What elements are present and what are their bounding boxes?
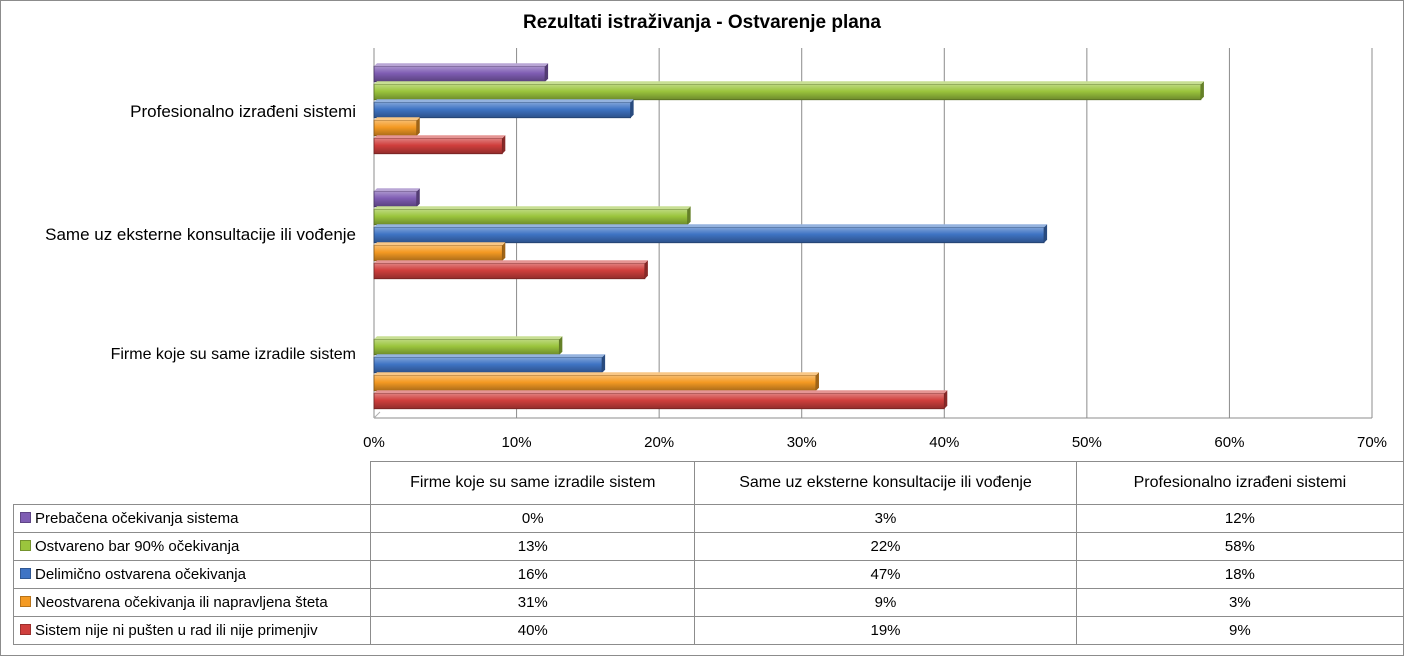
- table-cell: 3%: [1075, 588, 1404, 617]
- bar: [373, 83, 1202, 101]
- category-label-professional: Profesionalno izrađeni sistemi: [130, 102, 356, 121]
- bar: [373, 244, 503, 262]
- bar-end: [687, 206, 691, 225]
- data-table: Firme koje su same izradile sistem Same …: [12, 461, 1404, 645]
- x-tick-label: 20%: [644, 434, 674, 451]
- bar-top: [374, 354, 606, 358]
- bar-top: [374, 372, 819, 376]
- legend-key: [20, 624, 31, 635]
- x-tick-label: 10%: [502, 434, 532, 451]
- floor-edge: [373, 411, 381, 419]
- legend-cell: Neostvarena očekivanja ili napravljena š…: [12, 588, 372, 617]
- bar: [373, 356, 603, 374]
- bar-chart: 0% 10% 20% 30% 40% 50% 60% 70%: [363, 48, 1387, 451]
- bar-end: [545, 63, 549, 82]
- x-tick-label: 40%: [929, 434, 959, 451]
- table-cell: 19%: [694, 616, 1077, 645]
- bar-end: [944, 390, 948, 409]
- table-cell: 40%: [370, 616, 696, 645]
- bar: [373, 374, 817, 392]
- bar-top: [374, 260, 648, 264]
- table-cell: 58%: [1075, 532, 1404, 561]
- bar: [373, 262, 646, 280]
- bar-end: [502, 135, 506, 154]
- legend-label: Ostvareno bar 90% očekivanja: [35, 538, 240, 555]
- bar-top: [374, 242, 506, 246]
- bar-top: [374, 135, 506, 139]
- legend-key: [20, 568, 31, 579]
- legend-key: [20, 596, 31, 607]
- bar: [373, 101, 632, 119]
- bar: [373, 65, 546, 83]
- legend-key: [20, 512, 31, 523]
- table-cell: 18%: [1075, 560, 1404, 589]
- table-cell: 12%: [1075, 504, 1404, 533]
- bar: [373, 392, 945, 410]
- table-cell: 47%: [694, 560, 1077, 589]
- bar-top: [374, 81, 1204, 85]
- table-corner: [13, 461, 372, 505]
- bar-end: [502, 242, 506, 261]
- bar: [373, 137, 503, 155]
- bar-end: [815, 372, 819, 391]
- bar-end: [644, 260, 648, 279]
- bar: [373, 190, 418, 208]
- bar-end: [559, 336, 563, 355]
- x-tick-label: 70%: [1357, 434, 1387, 451]
- table-cell: 13%: [370, 532, 696, 561]
- category-label-self-built: Firme koje su same izradile sistem: [110, 346, 356, 363]
- legend-cell: Ostvareno bar 90% očekivanja: [12, 532, 372, 561]
- category-label-external: Same uz eksterne konsultacije ili vođenj…: [45, 225, 356, 244]
- legend-label: Prebačena očekivanja sistema: [35, 510, 239, 527]
- chart-title: Rezultati istraživanja - Ostvarenje plan…: [523, 12, 881, 33]
- table-row: Sistem nije ni pušten u rad ili nije pri…: [12, 616, 1404, 645]
- legend-label: Neostvarena očekivanja ili napravljena š…: [35, 594, 328, 611]
- table-cell: 9%: [1075, 616, 1404, 645]
- x-tick-label: 60%: [1214, 434, 1244, 451]
- legend-key: [20, 540, 31, 551]
- bar-end: [1200, 81, 1204, 100]
- bar-top: [374, 206, 691, 210]
- bar-end: [630, 99, 634, 118]
- bar-end: [416, 188, 420, 207]
- bar-top: [374, 224, 1048, 228]
- x-tick-label: 50%: [1072, 434, 1102, 451]
- table-row: Prebačena očekivanja sistema 0% 3% 12%: [12, 504, 1404, 533]
- bar-end: [1044, 224, 1048, 243]
- table-header-cell: Same uz eksterne konsultacije ili vođenj…: [694, 461, 1077, 505]
- legend-cell: Sistem nije ni pušten u rad ili nije pri…: [12, 616, 372, 645]
- legend-cell: Prebačena očekivanja sistema: [12, 504, 372, 533]
- bar: [373, 119, 418, 137]
- table-cell: 31%: [370, 588, 696, 617]
- table-header-row: Firme koje su same izradile sistem Same …: [13, 461, 1404, 505]
- table-row: Neostvarena očekivanja ili napravljena š…: [12, 588, 1404, 617]
- table-header-cell: Profesionalno izrađeni sistemi: [1075, 461, 1404, 505]
- bar-top: [374, 117, 420, 121]
- bar-end: [416, 117, 420, 136]
- table-cell: 0%: [370, 504, 696, 533]
- bar-top: [374, 63, 549, 67]
- table-header-cell: Firme koje su same izradile sistem: [370, 461, 696, 505]
- legend-cell: Delimično ostvarena očekivanja: [12, 560, 372, 589]
- x-tick-label: 0%: [363, 434, 385, 451]
- legend-label: Delimično ostvarena očekivanja: [35, 566, 246, 583]
- table-cell: 9%: [694, 588, 1077, 617]
- legend-label: Sistem nije ni pušten u rad ili nije pri…: [35, 622, 318, 639]
- table-row: Ostvareno bar 90% očekivanja 13% 22% 58%: [12, 532, 1404, 561]
- table-cell: 22%: [694, 532, 1077, 561]
- table-row: Delimično ostvarena očekivanja 16% 47% 1…: [12, 560, 1404, 589]
- bar: [373, 338, 560, 356]
- bar-top: [374, 99, 634, 103]
- bar-top: [374, 390, 948, 394]
- bar-top: [374, 336, 563, 340]
- table-cell: 16%: [370, 560, 696, 589]
- x-tick-label: 30%: [787, 434, 817, 451]
- bar-end: [602, 354, 606, 373]
- table-cell: 3%: [694, 504, 1077, 533]
- bar: [373, 208, 689, 226]
- bar: [373, 226, 1045, 244]
- bar-top: [374, 188, 420, 192]
